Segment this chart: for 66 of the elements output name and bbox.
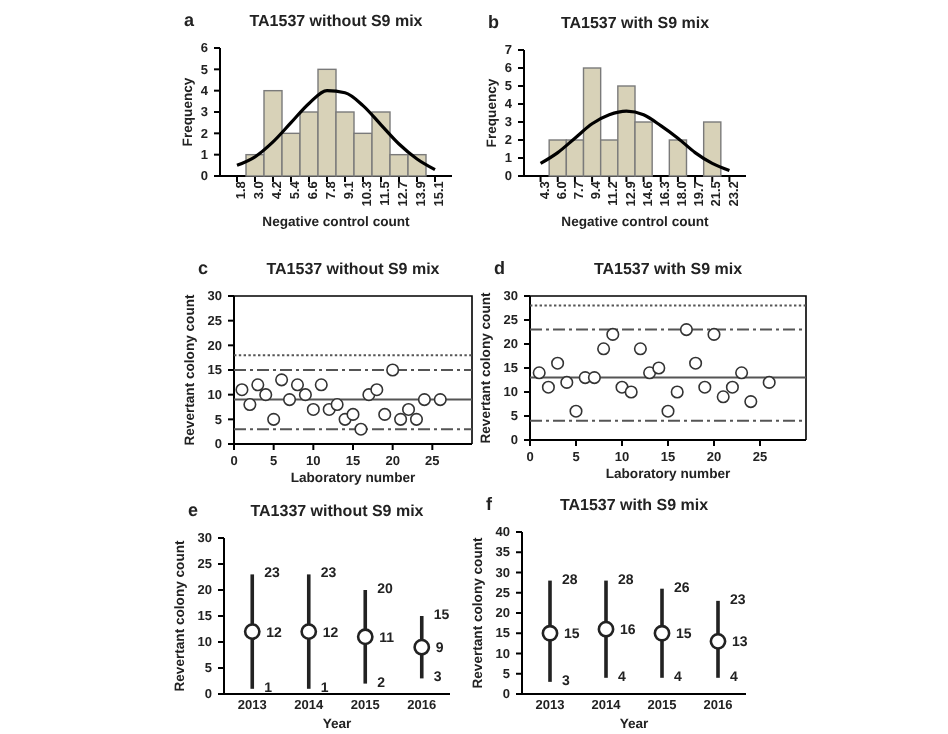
- point: [401, 402, 416, 417]
- point: [670, 385, 684, 399]
- text: b: [488, 12, 500, 32]
- point: [267, 412, 281, 426]
- point: [356, 628, 374, 646]
- point: [744, 395, 758, 409]
- point: [243, 623, 261, 641]
- point: [314, 378, 328, 392]
- point: [560, 375, 574, 389]
- point: [606, 327, 620, 341]
- point: [378, 407, 392, 421]
- point: [597, 342, 611, 356]
- chart-title: TA1337 without S9 mix: [250, 502, 425, 520]
- point: [709, 632, 727, 650]
- point: [235, 383, 249, 397]
- point: [716, 390, 730, 404]
- point: [541, 380, 555, 394]
- point: [587, 371, 601, 385]
- point: [597, 620, 615, 638]
- point: [346, 407, 360, 421]
- point: [259, 388, 273, 402]
- point: [624, 385, 638, 399]
- point: [725, 380, 739, 394]
- text: d: [494, 258, 505, 278]
- bar: [702, 121, 722, 177]
- point: [300, 623, 318, 641]
- point: [413, 638, 431, 656]
- point: [298, 388, 312, 402]
- point: [532, 366, 546, 380]
- point: [282, 393, 297, 407]
- point: [251, 378, 265, 392]
- chart-title: TA1537 with S9 mix: [559, 496, 710, 514]
- point: [653, 624, 671, 642]
- point: [370, 383, 384, 397]
- point: [541, 624, 559, 642]
- point: [652, 361, 666, 375]
- chart-title: TA1537 without S9 mix: [266, 260, 441, 278]
- point: [394, 412, 408, 426]
- point: [433, 393, 447, 407]
- point: [698, 380, 712, 394]
- point: [762, 375, 776, 389]
- text: c: [198, 258, 209, 278]
- point: [290, 378, 305, 392]
- point: [689, 356, 703, 370]
- chart-title: TA1537 with S9 mix: [593, 260, 744, 278]
- point: [330, 397, 344, 412]
- point: [417, 393, 431, 407]
- point: [551, 356, 565, 370]
- point: [633, 342, 647, 356]
- text: f: [486, 494, 494, 514]
- point: [306, 402, 320, 417]
- point: [679, 323, 693, 337]
- point: [409, 412, 424, 426]
- point: [707, 327, 721, 341]
- point: [275, 373, 289, 387]
- point: [243, 397, 257, 412]
- point: [354, 422, 368, 436]
- point: [735, 366, 749, 380]
- point: [661, 404, 675, 418]
- chart-title: TA1537 without S9 mix: [249, 12, 424, 30]
- point: [386, 363, 400, 377]
- text: a: [184, 10, 196, 30]
- point: [569, 404, 583, 418]
- bar: [668, 139, 688, 177]
- text: e: [188, 500, 199, 520]
- chart-title: TA1537 with S9 mix: [560, 14, 711, 32]
